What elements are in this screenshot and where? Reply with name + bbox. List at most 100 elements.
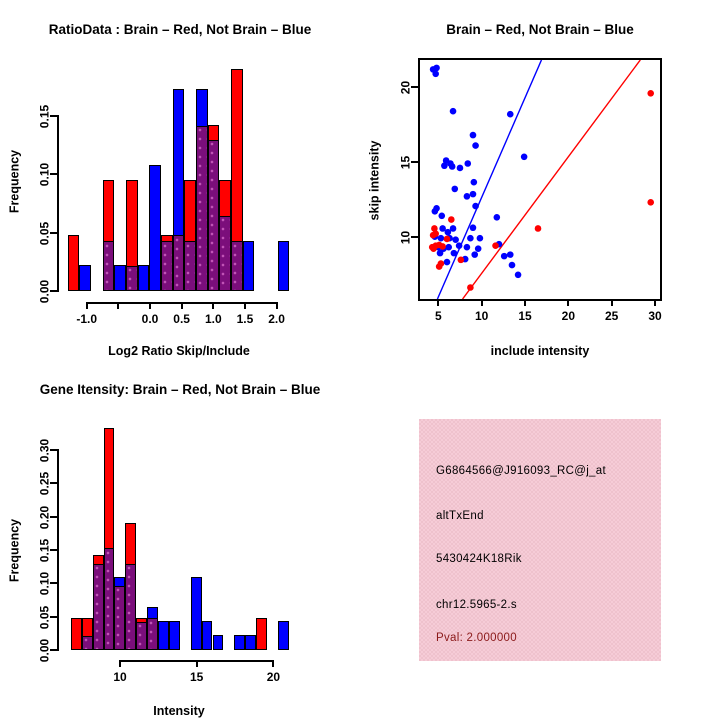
y-axis-tick [50,290,57,292]
x-axis-tick [243,302,246,309]
x-tick-label: 1.0 [204,312,222,326]
histogram-bar [79,265,91,291]
y-tick-label: 0.00 [37,279,52,304]
scatter-point-blue [448,163,456,170]
blue-fit-line [436,60,543,299]
scatter-point-blue [474,245,482,252]
histogram-bar-overlap [147,617,159,650]
histogram-bar [70,617,82,650]
histogram-bar-overlap [172,234,185,291]
x-tick-label: 20 [561,309,576,323]
scatter-plot-canvas [428,60,655,299]
scatter-point-blue [436,249,444,257]
histogram-bar [103,427,115,550]
x-tick-label: 0.0 [141,312,159,326]
histogram-bar [184,180,196,243]
scatter-point-blue [469,131,477,139]
histogram-bar [212,635,224,650]
x-tick-label: 25 [605,309,619,323]
y-tick-label: 0.10 [37,163,52,187]
x-tick-label: 10 [113,670,127,684]
histogram-bar-overlap [114,585,126,650]
scatter-point-blue [431,208,439,215]
y-tick-label: 0.15 [37,538,52,563]
y-axis-tick [50,231,57,234]
scatter-xlabel: include intensity [490,344,590,358]
scatter-point-red [435,263,443,270]
scatter-point-blue [472,142,479,149]
scatter-point-red [647,199,655,206]
histogram-bar [219,180,231,217]
scatter-point-blue [432,70,439,78]
scatter-point-blue [476,234,484,242]
scatter-point-blue [455,242,463,249]
histogram-bar [190,576,202,650]
scatter-point-blue [500,252,508,260]
histogram-bar [245,635,257,650]
scatter-title: Brain – Red, Not Brain – Blue [446,22,634,37]
scatter-point-red [457,256,465,264]
histogram-bar-overlap [219,215,231,291]
x-tick-label: 15 [190,670,204,684]
histogram-bar [81,617,93,637]
histogram-bar [277,240,290,291]
pval-text: Pval: 2.000000 [436,632,517,644]
y-tick-label: 0.10 [37,572,52,596]
scatter-point-blue [514,271,522,279]
gene-symbol-text: 5430424K18Rik [436,553,522,565]
gene-histogram-title: Gene Itensity: Brain – Red, Not Brain – … [39,382,321,397]
histogram-bar-overlap [230,240,243,291]
histogram-bar-overlap [126,265,138,291]
y-axis-tick [50,548,57,551]
scatter-point-red [443,235,451,243]
histogram-bar [277,621,289,650]
panel-intensity-scatter: Brain – Red, Not Brain – Blue include in… [360,0,720,360]
x-axis-tick [275,302,278,309]
y-tick-label: 0.05 [37,221,52,245]
probe-id-text: G6864566@J916093_RC@j_at [436,465,606,477]
histogram-bar [230,69,243,243]
ratio-histogram-ylabel: Frequency [7,149,22,214]
scatter-point-blue [508,261,516,269]
histogram-bar [195,89,208,127]
y-axis-tick [411,161,418,163]
x-axis-tick [567,299,570,306]
scatter-point-blue [449,107,457,115]
x-axis-tick [149,302,151,309]
scatter-point-blue [452,236,459,243]
x-axis-tick [654,299,657,306]
scatter-point-blue [506,110,514,118]
y-axis-tick [50,173,57,176]
histogram-bar-overlap [92,563,104,650]
histogram-bar [161,234,173,243]
x-axis-tick [212,302,215,309]
scatter-point-blue [506,251,514,258]
histogram-bar [114,576,126,587]
scatter-point-blue [470,178,478,186]
histogram-bar-overlap [161,240,173,291]
histogram-bar [147,606,159,620]
y-axis-tick [50,515,57,518]
ratio-histogram-xlabel: Log2 Ratio Skip/Include [108,344,250,358]
x-axis-tick [195,660,198,667]
histogram-bar [67,234,80,291]
scatter-point-blue [437,234,445,242]
scatter-point-red [448,216,455,223]
x-tick-label: 5 [434,309,442,323]
scatter-point-blue [441,162,448,170]
panel-gene-info: G6864566@J916093_RC@j_at altTxEnd 543042… [360,360,720,720]
x-axis-tick [180,302,183,309]
panel-gene-intensity-histogram: Gene Itensity: Brain – Red, Not Brain – … [0,360,360,720]
histogram-bar [158,621,169,650]
y-tick-label: 0.00 [37,638,52,663]
scatter-point-blue [469,190,477,198]
histogram-bar-overlap [125,563,137,650]
histogram-bar [136,617,148,623]
histogram-bar [242,240,255,291]
scatter-point-blue [520,153,528,161]
y-axis-tick [50,482,57,485]
y-tick-label: 0.30 [37,438,52,463]
scatter-point-blue [472,202,479,210]
x-tick-label: 0.5 [173,312,190,326]
